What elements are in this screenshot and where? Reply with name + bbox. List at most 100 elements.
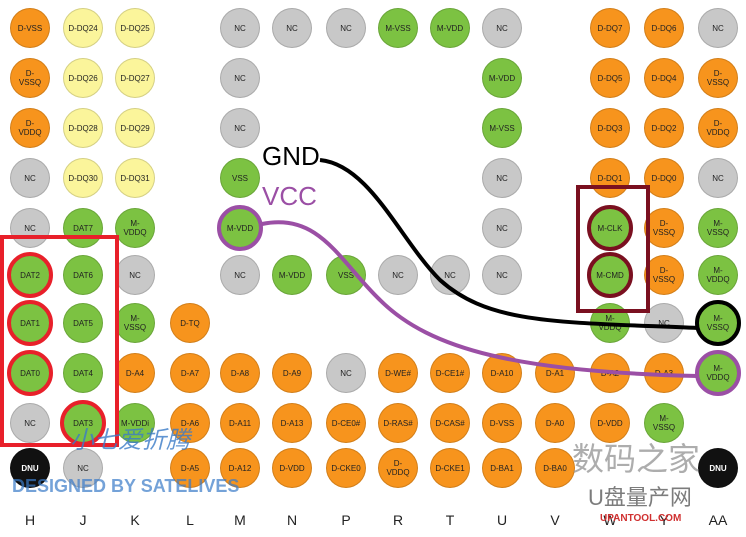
pin: M-VDDQ	[115, 208, 155, 248]
column-label: Y	[659, 512, 669, 528]
pin: D-VSS	[482, 403, 522, 443]
pin: D-DQ30	[63, 158, 103, 198]
gnd-wire	[319, 158, 699, 330]
pin: D-CE0#	[326, 403, 366, 443]
highlight-box	[0, 235, 119, 447]
pin: M-VDD	[272, 255, 312, 295]
watermark: UPANTOOL.COM	[600, 513, 681, 524]
pin: D-TQ	[170, 303, 210, 343]
pin: D-VSSQ	[644, 255, 684, 295]
pin: NC	[482, 208, 522, 248]
pin: D-VDD	[272, 448, 312, 488]
pin: D-DQ1	[590, 158, 630, 198]
pin: DNU	[10, 448, 50, 488]
column-label: K	[130, 512, 140, 528]
pin: D-A6	[170, 403, 210, 443]
pin: M-VDD	[482, 58, 522, 98]
pin: M-VSSQ	[115, 303, 155, 343]
pin: M-VDDi	[115, 403, 155, 443]
highlight-ring	[587, 252, 633, 298]
pin: NC	[10, 403, 50, 443]
pin: D-DQ4	[644, 58, 684, 98]
vcc-wire	[261, 220, 699, 378]
column-label: W	[603, 512, 617, 528]
pin: D-DQ29	[115, 108, 155, 148]
pin: D-RAS#	[378, 403, 418, 443]
pin: D-A0	[535, 403, 575, 443]
pin: M-VSS	[378, 8, 418, 48]
watermark: 数码之家	[572, 441, 700, 477]
pin: NC	[326, 353, 366, 393]
gnd-label: GND	[262, 141, 320, 171]
pin: D-A13	[272, 403, 312, 443]
pin: D-A11	[220, 403, 260, 443]
highlight-ring	[7, 252, 53, 298]
pin: D-VDDQ	[10, 108, 50, 148]
pin: NC	[220, 8, 260, 48]
pin: M-VSSQ	[698, 208, 738, 248]
pin: D-VSSQ	[698, 58, 738, 98]
pin: M-VDD	[430, 8, 470, 48]
pin: D-BA1	[482, 448, 522, 488]
pin: DAT5	[63, 303, 103, 343]
watermark: DESIGNED BY SATELIVES	[12, 476, 239, 496]
pin: D-DQ7	[590, 8, 630, 48]
column-label: J	[79, 512, 87, 528]
pin: NC	[326, 8, 366, 48]
highlight-ring	[60, 400, 106, 446]
pin: D-VSSQ	[644, 208, 684, 248]
pin: NC	[482, 255, 522, 295]
pin: NC	[482, 8, 522, 48]
vcc-label: VCC	[262, 181, 317, 211]
pin: D-CAS#	[430, 403, 470, 443]
watermark: U盘量产网	[588, 485, 692, 510]
column-label: U	[496, 512, 508, 528]
column-label: T	[445, 512, 455, 528]
pin: D-DQ2	[644, 108, 684, 148]
pin: D-CKE0	[326, 448, 366, 488]
pin: D-DQ0	[644, 158, 684, 198]
pin: VSS	[220, 158, 260, 198]
pin: NC	[220, 255, 260, 295]
pin: D-DQ24	[63, 8, 103, 48]
pin: DAT7	[63, 208, 103, 248]
pin: D-DQ31	[115, 158, 155, 198]
column-label: AA	[708, 512, 728, 528]
highlight-ring	[695, 350, 741, 396]
pin: D-BA0	[535, 448, 575, 488]
pin: NC	[10, 158, 50, 198]
pin: DAT6	[63, 255, 103, 295]
pin: D-VSSQ	[10, 58, 50, 98]
column-label: R	[392, 512, 404, 528]
pin: D-DQ26	[63, 58, 103, 98]
column-label: M	[234, 512, 246, 528]
column-label: L	[186, 512, 194, 528]
highlight-ring	[7, 350, 53, 396]
pin: M-VSS	[482, 108, 522, 148]
pin: NC	[63, 448, 103, 488]
pin: NC	[10, 208, 50, 248]
pin: M-VDDQ	[698, 255, 738, 295]
highlight-ring	[7, 300, 53, 346]
pin: NC	[220, 58, 260, 98]
pin: D-A9	[272, 353, 312, 393]
pin: NC	[644, 303, 684, 343]
pin: D-VSS	[10, 8, 50, 48]
pin: D-A1	[535, 353, 575, 393]
highlight-ring	[587, 205, 633, 251]
pin: NC	[482, 158, 522, 198]
pin: NC	[115, 255, 155, 295]
pin: D-VDDQ	[378, 448, 418, 488]
pin: DNU	[698, 448, 738, 488]
column-label: H	[24, 512, 36, 528]
pin: NC	[698, 158, 738, 198]
watermark: 小七爱折腾	[70, 427, 193, 454]
column-label: P	[341, 512, 351, 528]
highlight-box	[576, 185, 650, 313]
highlight-ring	[217, 205, 263, 251]
pin: D-CE1#	[430, 353, 470, 393]
pin: D-DQ25	[115, 8, 155, 48]
pin: M-VSSQ	[644, 403, 684, 443]
